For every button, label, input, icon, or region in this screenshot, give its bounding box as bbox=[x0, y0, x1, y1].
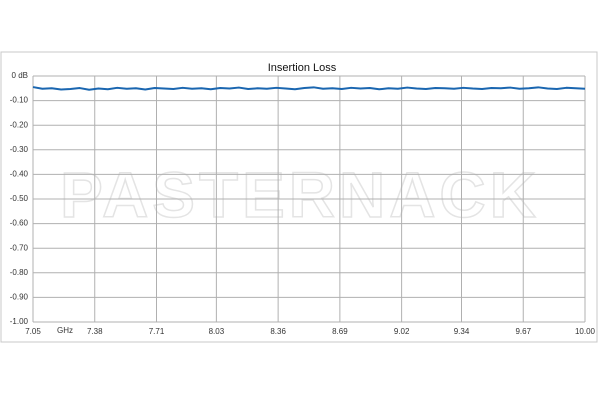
chart-title: Insertion Loss bbox=[268, 62, 337, 74]
x-tick-label: 9.34 bbox=[454, 327, 470, 336]
y-tick-label: -0.20 bbox=[10, 120, 29, 129]
y-tick-label: 0 dB bbox=[12, 71, 28, 80]
y-tick-label: -0.90 bbox=[10, 293, 29, 302]
x-tick-label: 7.38 bbox=[87, 327, 103, 336]
x-tick-label: 9.67 bbox=[515, 327, 531, 336]
y-tick-label: -0.30 bbox=[10, 145, 29, 154]
y-tick-label: -0.70 bbox=[10, 243, 29, 252]
data-line bbox=[32, 86, 586, 91]
x-tick-label: 8.69 bbox=[332, 327, 348, 336]
x-tick-label: 9.02 bbox=[394, 327, 410, 336]
y-tick-label: -0.80 bbox=[10, 268, 29, 277]
y-tick-label: -0.40 bbox=[10, 170, 29, 179]
x-tick-label: 8.03 bbox=[209, 327, 225, 336]
x-tick-label: 8.36 bbox=[270, 327, 286, 336]
watermark: PASTERNACK bbox=[60, 159, 540, 231]
y-tick-label: -1.00 bbox=[10, 317, 29, 326]
x-tick-label: 10.00 bbox=[575, 327, 596, 336]
y-tick-label: -0.60 bbox=[10, 219, 29, 228]
x-axis-label: GHz bbox=[57, 326, 73, 335]
x-tick-label: 7.05 bbox=[25, 327, 41, 336]
x-tick-label: 7.71 bbox=[149, 327, 165, 336]
y-tick-label: -0.10 bbox=[10, 96, 29, 105]
y-tick-label: -0.50 bbox=[10, 194, 29, 203]
